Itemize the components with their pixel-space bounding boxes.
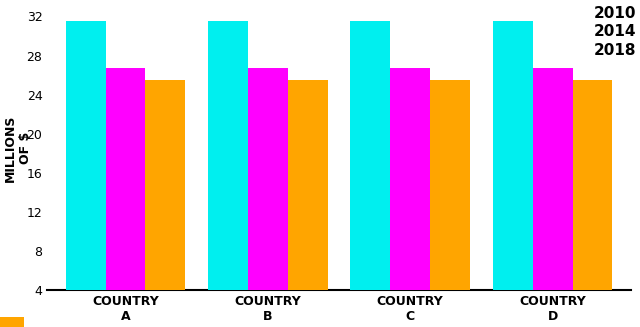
Bar [493, 21, 532, 290]
Bar [248, 68, 288, 290]
Bar [106, 68, 145, 290]
Bar [351, 21, 390, 290]
Y-axis label: MILLIONS
OF $: MILLIONS OF $ [4, 115, 32, 182]
Bar [430, 80, 470, 290]
Bar [145, 80, 186, 290]
Bar [288, 80, 328, 290]
Bar [390, 68, 430, 290]
Bar [66, 21, 106, 290]
Bar [208, 21, 248, 290]
Bar [573, 80, 612, 290]
Bar [532, 68, 573, 290]
Legend: 2010, 2014, 2018: 2010, 2014, 2018 [561, 4, 637, 58]
